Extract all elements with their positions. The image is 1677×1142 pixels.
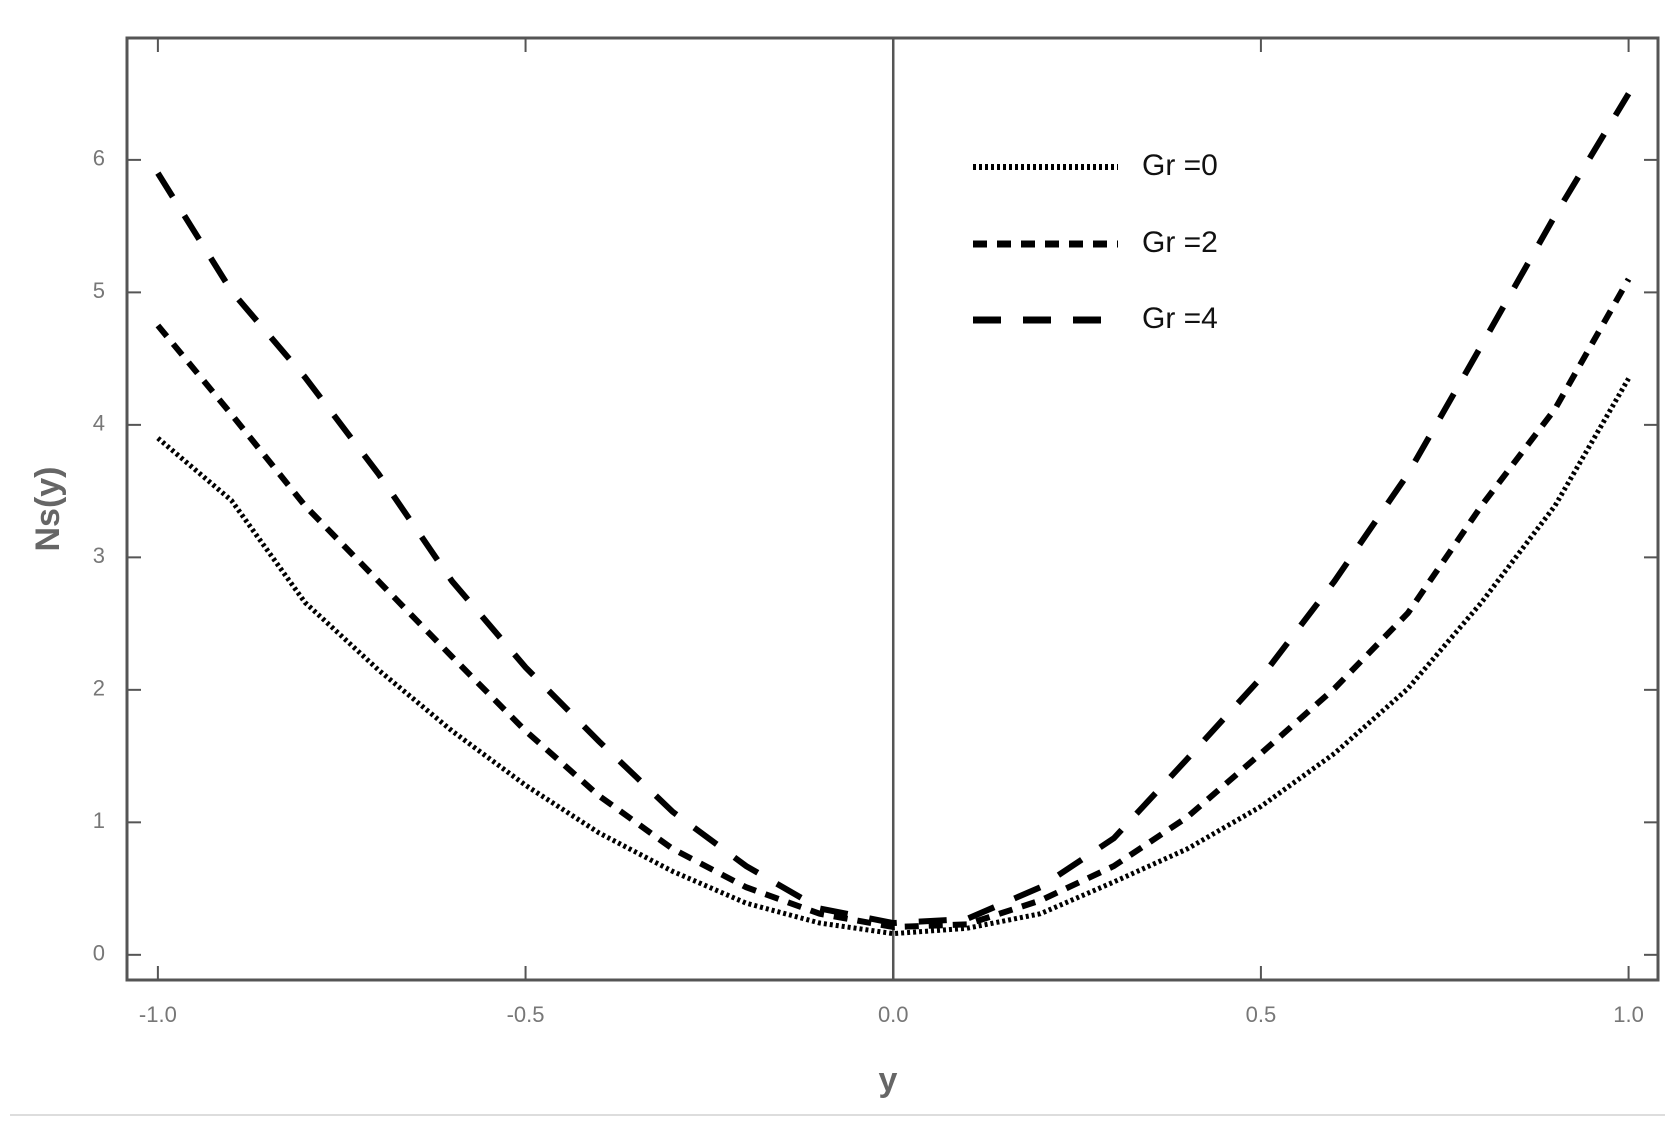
y-axis-label: Ns(y) [29, 466, 67, 551]
y-tick-label: 3 [93, 543, 105, 568]
y-tick-label: 4 [93, 411, 105, 436]
series-line [156, 377, 1631, 937]
x-tick-label: 0.0 [878, 1002, 909, 1027]
x-axis-label: y [879, 1061, 898, 1099]
y-tick-label: 0 [93, 941, 105, 966]
legend-label: Gr =4 [1142, 302, 1218, 335]
x-tick-label: -1.0 [139, 1002, 177, 1027]
series-line [155, 92, 1632, 927]
series-line [155, 277, 1632, 931]
x-tick-label: 1.0 [1613, 1002, 1644, 1027]
x-tick-label: -0.5 [507, 1002, 545, 1027]
legend-label: Gr =0 [1142, 149, 1218, 182]
y-tick-label: 2 [93, 676, 105, 701]
y-tick-label: 1 [93, 808, 105, 833]
x-tick-label: 0.5 [1246, 1002, 1277, 1027]
y-tick-label: 5 [93, 278, 105, 303]
legend-label: Gr =2 [1142, 226, 1218, 259]
y-tick-label: 6 [93, 146, 105, 171]
